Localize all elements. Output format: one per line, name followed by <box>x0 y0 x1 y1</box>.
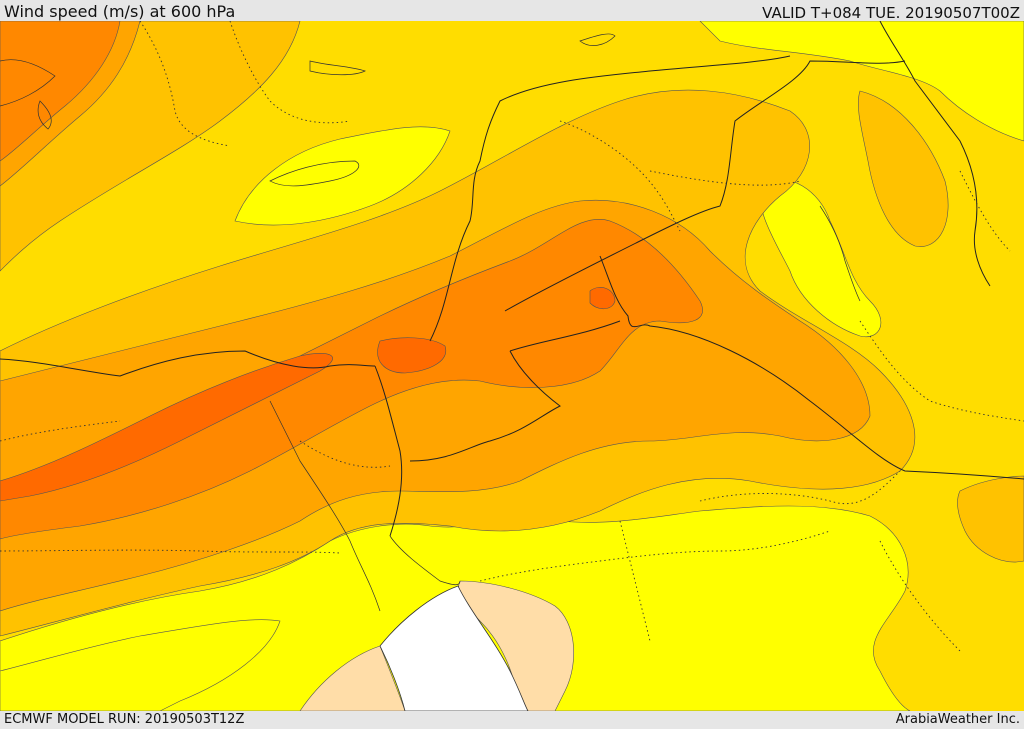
wind-band-amber-right <box>957 475 1024 563</box>
wind-band-yellow-top <box>699 21 1024 142</box>
wind-band-orange-deep-levant <box>377 337 447 374</box>
admin-boundaries <box>0 21 1024 652</box>
map-title: Wind speed (m/s) at 600 hPa <box>4 2 236 21</box>
model-run: ECMWF MODEL RUN: 20190503T12Z <box>4 712 245 727</box>
credit-label: ArabiaWeather Inc. <box>895 712 1020 727</box>
wind-band-yellow-cyprus <box>234 126 451 226</box>
wind-band-orange <box>0 21 121 162</box>
sea-white-red-sea <box>379 585 529 711</box>
wind-band-amber-east <box>858 90 949 247</box>
coastlines <box>0 33 861 612</box>
valid-time: VALID T+084 TUE. 20190507T00Z <box>762 4 1020 22</box>
wind-band-orange-deep-small <box>589 287 616 310</box>
wind-band-yellow-gulf <box>758 178 882 338</box>
wind-band-yellow-sw <box>0 619 281 711</box>
wind-band-orange-deep <box>0 353 333 502</box>
header-bar: Wind speed (m/s) at 600 hPa VALID T+084 … <box>0 0 1024 22</box>
country-borders <box>0 21 1024 537</box>
wind-speed-map <box>0 21 1024 711</box>
footer-bar: ECMWF MODEL RUN: 20190503T12Z ArabiaWeat… <box>0 711 1024 729</box>
